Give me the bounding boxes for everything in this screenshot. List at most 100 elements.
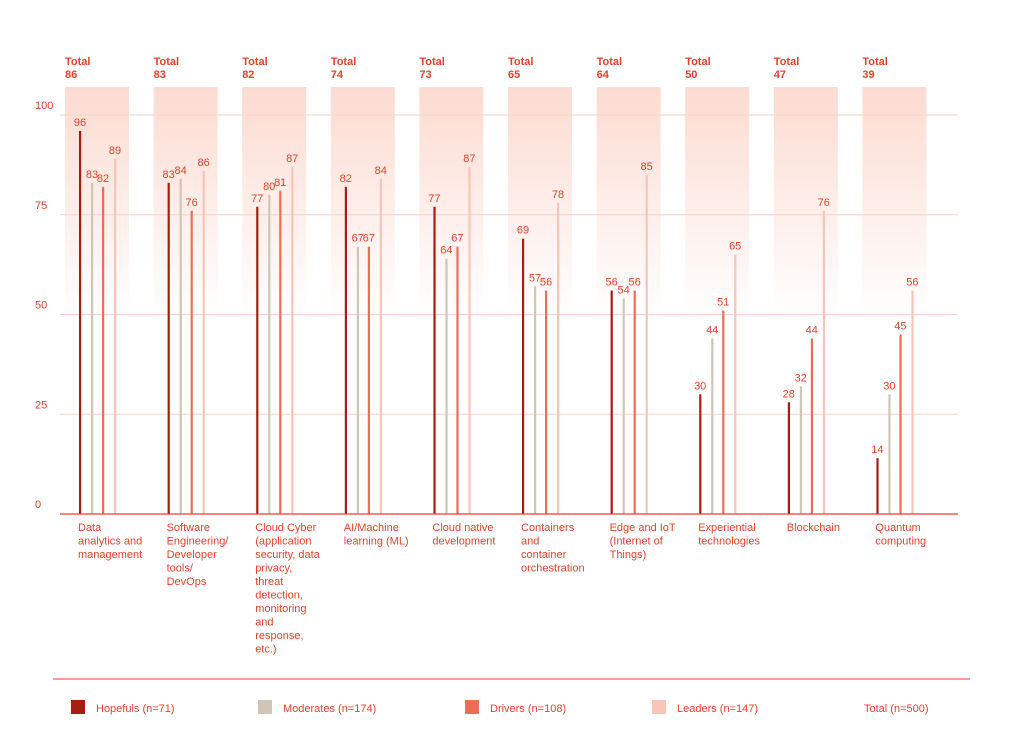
category-label: Data analytics and management xyxy=(78,522,142,561)
category-label-line: response, xyxy=(255,630,303,642)
bar-value-label: 77 xyxy=(251,193,263,205)
bar-value-label: 83 xyxy=(86,169,98,181)
bar-value-label: 30 xyxy=(883,380,895,392)
legend-label: Drivers (n=108) xyxy=(490,703,566,715)
bar xyxy=(114,158,117,514)
bar xyxy=(534,286,537,514)
bar-value-label: 89 xyxy=(109,145,121,157)
total-label: Total xyxy=(685,56,710,68)
category-label-line: Containers xyxy=(521,522,575,534)
bar xyxy=(711,338,714,514)
total-value: 39 xyxy=(862,69,874,81)
category-label-line: learning (ML) xyxy=(344,536,409,548)
category-label-line: tools/ xyxy=(167,563,194,575)
bar-value-label: 67 xyxy=(451,233,463,245)
total-label: Total xyxy=(242,56,267,68)
bar-value-label: 56 xyxy=(906,277,918,289)
category-label-line: and xyxy=(521,536,539,548)
bar-value-label: 80 xyxy=(263,181,275,193)
bar xyxy=(876,458,879,514)
bar-value-label: 69 xyxy=(517,225,529,237)
bar xyxy=(279,190,282,514)
bar xyxy=(810,338,813,514)
bar xyxy=(456,246,459,515)
category-label-line: monitoring xyxy=(255,603,306,615)
total-label: Total xyxy=(774,56,799,68)
legend-swatch xyxy=(465,700,479,714)
legend-total-label: Total (n=500) xyxy=(864,703,929,715)
bar xyxy=(557,202,560,514)
bar-value-label: 44 xyxy=(706,324,718,336)
bar xyxy=(899,334,902,514)
bar xyxy=(622,298,625,514)
bar xyxy=(633,290,636,514)
bar xyxy=(911,290,914,514)
total-band xyxy=(242,87,307,317)
bar xyxy=(190,210,193,514)
bar-value-label: 56 xyxy=(628,277,640,289)
bar xyxy=(167,182,170,514)
category-label-line: Edge and IoT xyxy=(610,522,676,534)
bar xyxy=(645,174,648,514)
total-band xyxy=(153,87,218,317)
total-band xyxy=(685,87,750,317)
total-value: 50 xyxy=(685,69,697,81)
bar xyxy=(356,246,359,515)
category-label-line: etc.) xyxy=(255,644,276,656)
total-value: 64 xyxy=(597,69,610,81)
total-label: Total xyxy=(154,56,179,68)
bar-value-label: 85 xyxy=(640,161,652,173)
bar xyxy=(102,186,105,514)
bar-value-label: 76 xyxy=(818,197,830,209)
gridlines xyxy=(60,114,958,415)
category-label-line: Cloud native xyxy=(432,522,493,534)
bar-value-label: 84 xyxy=(375,165,387,177)
bar xyxy=(445,258,448,514)
bar-value-label: 76 xyxy=(185,197,197,209)
bar xyxy=(468,166,471,514)
bar-value-label: 45 xyxy=(894,320,906,332)
bar-value-label: 56 xyxy=(605,277,617,289)
bar-value-label: 96 xyxy=(74,117,86,129)
category-label-line: orchestration xyxy=(521,563,585,575)
total-label: Total xyxy=(419,56,444,68)
category-label-line: container xyxy=(521,549,567,561)
legend-label: Leaders (n=147) xyxy=(677,703,758,715)
bar-value-label: 64 xyxy=(440,245,452,257)
bar xyxy=(545,290,548,514)
bar-value-label: 67 xyxy=(363,233,375,245)
category-label-line: detection, xyxy=(255,590,303,602)
category-label-line: analytics and xyxy=(78,536,142,548)
category-label: Cloud native development xyxy=(432,522,495,548)
bar-value-label: 14 xyxy=(871,444,883,456)
total-band xyxy=(508,87,572,317)
bar-value-label: 51 xyxy=(717,297,729,309)
bar-value-label: 78 xyxy=(552,189,564,201)
bar xyxy=(822,210,825,514)
bar xyxy=(256,206,259,514)
bar xyxy=(179,178,182,514)
category-label-line: development xyxy=(432,536,495,548)
category-label-line: computing xyxy=(875,536,926,548)
bar xyxy=(268,194,271,515)
total-band xyxy=(596,87,661,317)
legend-label: Hopefuls (n=71) xyxy=(96,703,175,715)
category-label-line: (application xyxy=(255,536,311,548)
bar-value-label: 87 xyxy=(463,153,475,165)
category-label: Blockchain xyxy=(787,522,840,534)
bar xyxy=(91,182,94,514)
bar-value-label: 82 xyxy=(97,173,109,185)
category-label: Cloud Cyber (application security, data pri… xyxy=(255,522,320,656)
y-tick-label: 25 xyxy=(35,399,47,411)
total-label: Total xyxy=(331,56,356,68)
category-label-line: and xyxy=(255,617,273,629)
legend: Hopefuls (n=71) Moderates (n=174) Drivers … xyxy=(53,678,970,715)
category-label-line: DevOps xyxy=(167,576,207,588)
category-label: AI/Machine learning (ML) xyxy=(344,522,409,548)
total-label: Total xyxy=(597,56,622,68)
bar-value-label: 86 xyxy=(197,157,209,169)
y-tick-label: 50 xyxy=(35,300,47,312)
total-value: 86 xyxy=(65,69,77,81)
bar-value-label: 83 xyxy=(162,169,174,181)
